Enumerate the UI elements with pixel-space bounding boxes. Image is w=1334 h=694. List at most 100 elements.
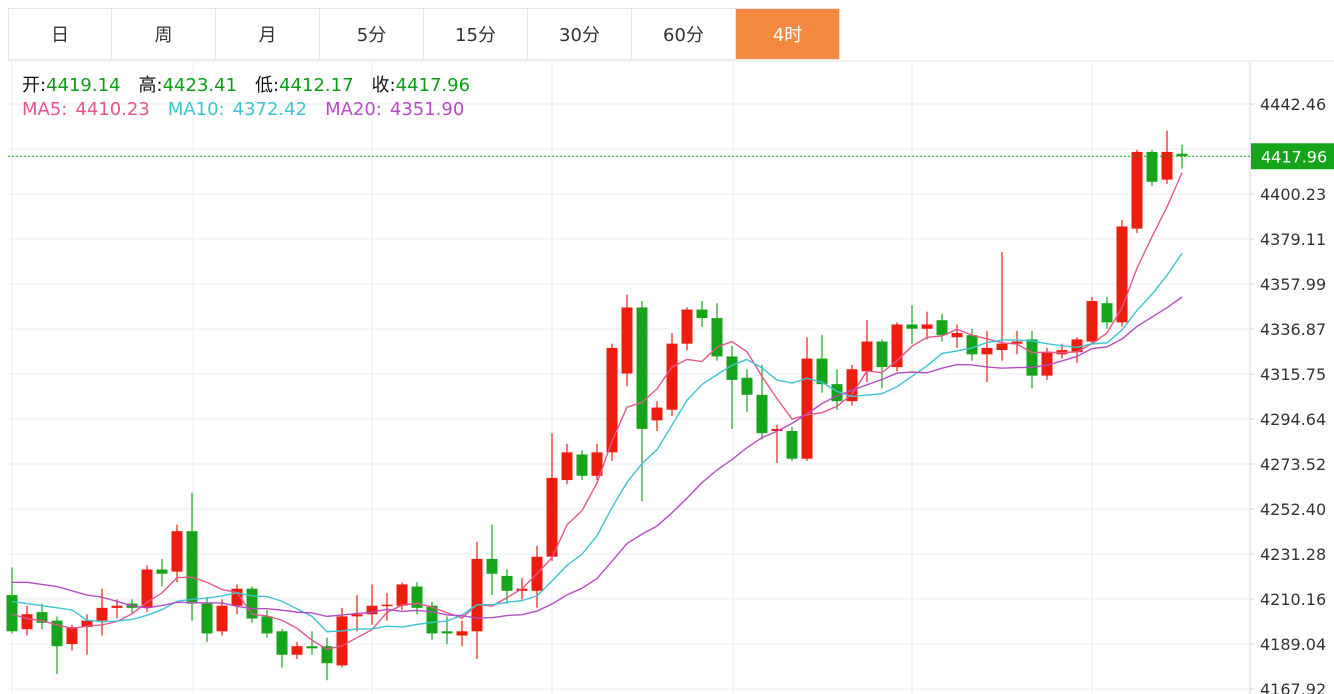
last-price-label: 4417.96	[1261, 147, 1327, 166]
period-tab[interactable]: 15分	[424, 8, 528, 60]
candle-body	[306, 646, 318, 649]
candle-body	[276, 631, 288, 655]
y-tick-label: 4273.52	[1260, 455, 1326, 474]
y-tick-label: 4357.99	[1260, 275, 1326, 294]
legend-label: 收:	[371, 75, 396, 96]
candle-body	[1071, 339, 1083, 353]
candle-body	[36, 612, 48, 623]
candle-body	[396, 584, 408, 606]
candle-body	[291, 646, 303, 655]
legend-value: 4423.41	[162, 75, 238, 96]
ma-name: MA10:	[167, 99, 225, 120]
candle-body	[1146, 151, 1158, 182]
candle-body	[426, 605, 438, 634]
candle-body	[666, 343, 678, 410]
candle-body	[1116, 226, 1128, 323]
candle-body	[456, 631, 468, 636]
legend-label: 高:	[138, 75, 163, 96]
candle-body	[216, 605, 228, 632]
candle-body	[1176, 153, 1188, 157]
period-tab[interactable]: 月	[216, 8, 320, 60]
candle-body	[861, 341, 873, 372]
candle-body	[891, 324, 903, 368]
candle-body	[336, 616, 348, 666]
candle-body	[831, 384, 843, 402]
candle-body	[546, 477, 558, 557]
candle-body	[516, 588, 528, 591]
candle-body	[771, 428, 783, 432]
ma-value: 4410.23	[75, 99, 150, 120]
candle-body	[681, 309, 693, 344]
candle-body	[381, 604, 393, 607]
period-tab[interactable]: 日	[8, 8, 112, 60]
period-tabs: 日周月 5分 15分 30分 60分 4时	[8, 8, 840, 60]
y-tick-label: 4294.64	[1260, 410, 1326, 429]
legend-value: 4412.17	[279, 75, 354, 96]
candle-body	[591, 452, 603, 476]
candle-body	[1011, 341, 1023, 344]
y-tick-label: 4167.92	[1260, 680, 1326, 694]
ma-value: 4351.90	[389, 99, 465, 120]
candle-body	[741, 377, 753, 395]
candle-body	[51, 620, 63, 647]
y-tick-label: 4252.40	[1260, 500, 1326, 519]
candle-body	[441, 631, 453, 634]
period-tab[interactable]: 30分	[528, 8, 632, 60]
candle-body	[486, 558, 498, 574]
candle-body	[1086, 301, 1098, 342]
candle-body	[756, 394, 768, 434]
candle-body	[66, 627, 78, 645]
candle-body	[471, 558, 483, 632]
candle-body	[876, 341, 888, 368]
candle-body	[651, 407, 663, 421]
candle-body	[231, 588, 243, 606]
candle-body	[726, 356, 738, 380]
candle-body	[1101, 303, 1113, 323]
candle-body	[636, 307, 648, 429]
candle-body	[141, 569, 153, 608]
period-tab[interactable]: 60分	[632, 8, 736, 60]
y-tick-label: 4336.87	[1260, 320, 1326, 339]
legend-value: 4417.96	[395, 75, 471, 96]
y-tick-label: 4231.28	[1260, 545, 1326, 564]
candle-body	[1041, 352, 1053, 376]
ma-line	[11, 172, 1183, 650]
period-tab[interactable]: 4时	[736, 8, 840, 60]
candle-body	[96, 607, 108, 621]
candle-body	[201, 603, 213, 634]
candle-body	[1026, 339, 1038, 376]
y-tick-label: 4442.46	[1260, 95, 1326, 114]
ma-line	[12, 296, 1183, 619]
period-tab[interactable]: 周	[112, 8, 216, 60]
ma-value: 4372.42	[232, 99, 308, 120]
candle-body	[786, 431, 798, 459]
candle-body	[936, 320, 948, 336]
candle-body	[906, 324, 918, 329]
candle-body	[621, 307, 633, 374]
legend: 开: 4419.14 高: 4423.41 低: 4412.17 收: 4417.96 MA5…	[22, 74, 470, 122]
candle-body	[996, 343, 1008, 351]
candle-body	[966, 335, 978, 355]
candle-body	[1131, 151, 1143, 229]
candle-body	[801, 358, 813, 459]
candle-body	[711, 318, 723, 357]
candle-body	[816, 358, 828, 385]
candle-body	[156, 569, 168, 574]
period-tab[interactable]: 5分	[320, 8, 424, 60]
candle-body	[951, 333, 963, 338]
candle-body	[1161, 151, 1173, 180]
candle-body	[186, 531, 198, 604]
legend-label: 低:	[255, 75, 280, 96]
candle-body	[501, 575, 513, 591]
candle-body	[6, 595, 18, 632]
y-tick-label: 4379.11	[1260, 230, 1326, 249]
last-price-tag	[1251, 143, 1334, 170]
y-tick-label: 4315.75	[1260, 365, 1326, 384]
ma-line	[11, 252, 1183, 633]
y-tick-label: 4210.16	[1260, 590, 1326, 609]
candle-body	[846, 369, 858, 402]
candle-body	[561, 452, 573, 481]
candle-body	[246, 588, 258, 619]
